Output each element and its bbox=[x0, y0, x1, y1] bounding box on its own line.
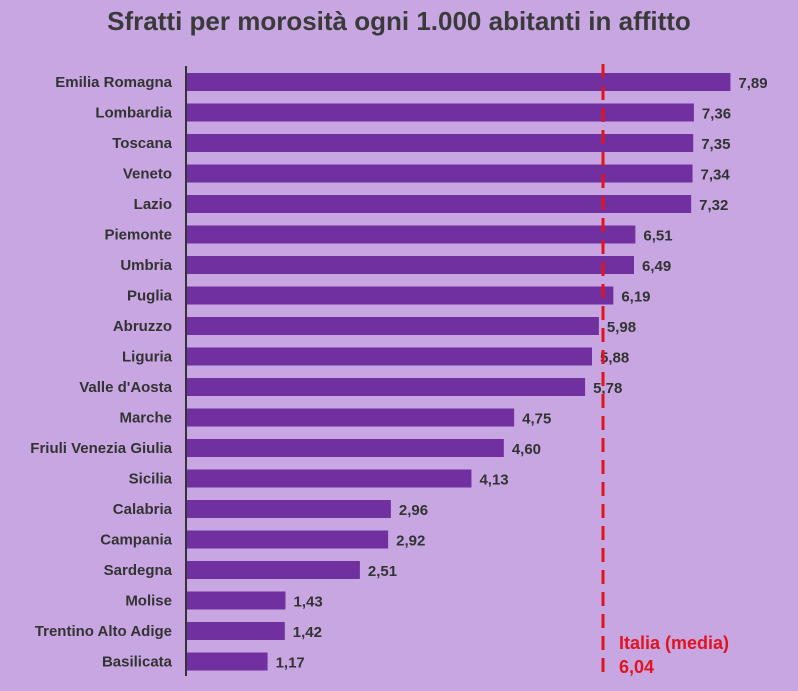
value-label: 7,89 bbox=[738, 75, 767, 92]
value-label: 6,49 bbox=[642, 258, 671, 275]
category-label: Piemonte bbox=[104, 227, 172, 244]
category-label: Valle d'Aosta bbox=[79, 379, 172, 396]
bar bbox=[187, 286, 614, 305]
value-label: 4,75 bbox=[522, 411, 551, 428]
value-label: 6,19 bbox=[621, 289, 650, 306]
bar bbox=[187, 652, 268, 671]
bar bbox=[187, 439, 504, 457]
value-label: 7,35 bbox=[701, 136, 730, 153]
category-label: Sicilia bbox=[129, 471, 173, 488]
bar bbox=[187, 469, 472, 488]
category-label: Calabria bbox=[113, 501, 173, 518]
category-label: Friuli Venezia Giulia bbox=[30, 440, 172, 457]
category-label: Abruzzo bbox=[113, 318, 172, 335]
value-label: 2,51 bbox=[368, 563, 397, 580]
value-label: 2,92 bbox=[396, 533, 425, 550]
category-label: Sardegna bbox=[104, 562, 173, 579]
value-label: 2,96 bbox=[399, 502, 428, 519]
bar bbox=[187, 134, 694, 152]
bar bbox=[187, 500, 391, 518]
bar bbox=[187, 591, 286, 610]
bar bbox=[187, 561, 360, 579]
value-label: 7,32 bbox=[699, 197, 728, 214]
category-label: Basilicata bbox=[102, 654, 173, 671]
bar bbox=[187, 164, 693, 183]
bar bbox=[187, 73, 731, 91]
bar bbox=[187, 103, 694, 122]
value-label: 1,43 bbox=[293, 594, 322, 611]
bar bbox=[187, 622, 285, 640]
category-label: Umbria bbox=[120, 257, 172, 274]
category-label: Molise bbox=[125, 593, 172, 610]
value-label: 1,17 bbox=[276, 655, 305, 672]
bar bbox=[187, 530, 389, 549]
category-label: Puglia bbox=[127, 288, 173, 305]
value-label: 5,88 bbox=[600, 350, 629, 367]
value-label: 4,60 bbox=[512, 441, 541, 458]
reference-line-label: Italia (media) bbox=[619, 633, 729, 653]
value-label: 6,51 bbox=[643, 228, 672, 245]
category-label: Liguria bbox=[122, 349, 173, 366]
chart-title: Sfratti per morosità ogni 1.000 abitanti… bbox=[107, 6, 691, 36]
category-label: Toscana bbox=[112, 135, 172, 152]
category-label: Lazio bbox=[134, 196, 172, 213]
category-label: Veneto bbox=[123, 166, 172, 183]
value-label: 7,34 bbox=[701, 167, 731, 184]
bar bbox=[187, 225, 636, 244]
value-label: 7,36 bbox=[702, 106, 731, 123]
value-label: 5,98 bbox=[607, 319, 636, 336]
category-label: Emilia Romagna bbox=[55, 74, 172, 91]
bar bbox=[187, 256, 634, 274]
category-label: Campania bbox=[100, 532, 172, 549]
bar bbox=[187, 195, 692, 213]
category-label: Marche bbox=[119, 410, 172, 427]
value-label: 4,13 bbox=[479, 472, 508, 489]
bar bbox=[187, 347, 592, 366]
category-label: Trentino Alto Adige bbox=[35, 623, 172, 640]
reference-line-value: 6,04 bbox=[619, 657, 654, 677]
bar bbox=[187, 408, 515, 427]
value-label: 1,42 bbox=[293, 624, 322, 641]
bar bbox=[187, 317, 599, 335]
value-label: 5,78 bbox=[593, 380, 622, 397]
category-label: Lombardia bbox=[95, 105, 172, 122]
bar bbox=[187, 378, 586, 396]
